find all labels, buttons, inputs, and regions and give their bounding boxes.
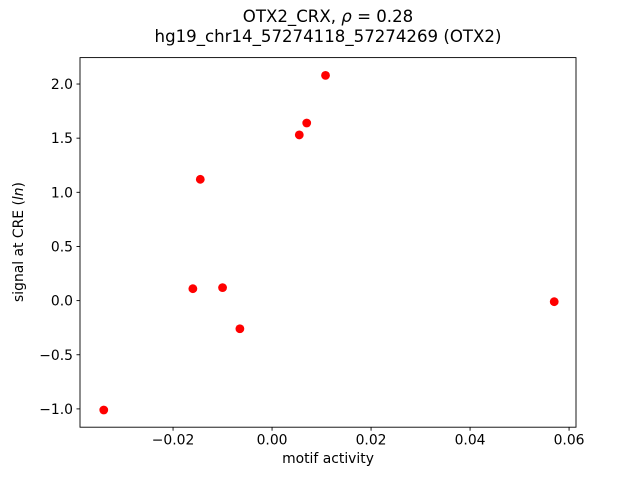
chart-title-block: OTX2_CRX, ρ = 0.28 hg19_chr14_57274118_5… xyxy=(80,7,576,47)
scatter-point xyxy=(294,130,304,140)
x-tick-label: −0.02 xyxy=(152,433,195,449)
y-tick-label: 1.0 xyxy=(51,185,73,201)
y-tick-label: −0.5 xyxy=(39,348,73,364)
label-text-part: signal at CRE ( xyxy=(11,200,27,302)
y-tick-label: 1.5 xyxy=(51,131,73,147)
x-tick-label: 0.02 xyxy=(356,433,387,449)
label-text-part: ) xyxy=(11,182,27,188)
scatter-point xyxy=(218,283,227,293)
label-text-part: ρ xyxy=(341,7,352,26)
y-tick-label: −1.0 xyxy=(39,402,73,418)
x-tick-label: 0.04 xyxy=(455,433,486,449)
scatter-point xyxy=(195,174,205,184)
y-tick-label: 0.5 xyxy=(51,239,73,255)
plot-border xyxy=(79,57,577,428)
scatter-point xyxy=(549,297,559,307)
y-axis-label: signal at CRE (ln) xyxy=(11,182,27,302)
scatter-point xyxy=(99,405,109,415)
scatter-point xyxy=(302,118,312,128)
label-text-part: = 0.28 xyxy=(351,7,414,26)
scatter-point xyxy=(321,70,330,80)
x-tick-label: 0.00 xyxy=(257,433,288,449)
x-axis-label: motif activity xyxy=(282,451,374,467)
label-text-part: ln xyxy=(11,187,27,201)
y-tick-label: 0.0 xyxy=(51,294,73,310)
chart-title: OTX2_CRX, ρ = 0.28 xyxy=(80,7,576,27)
scatter-point xyxy=(235,324,245,334)
scatter-point xyxy=(188,284,198,294)
chart-subtitle: hg19_chr14_57274118_57274269 (OTX2) xyxy=(154,27,502,46)
x-tick-label: 0.06 xyxy=(554,433,585,449)
label-text-part: OTX2_CRX, xyxy=(242,7,342,26)
y-tick-label: 2.0 xyxy=(51,77,73,93)
